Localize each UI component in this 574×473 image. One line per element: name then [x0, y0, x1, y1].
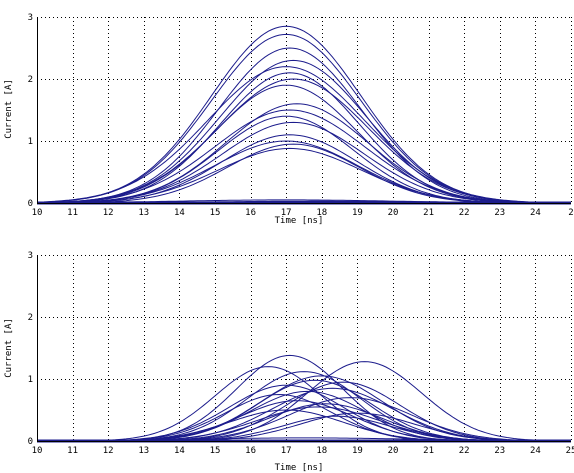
bottom-y-axis-label: Current [A] [4, 318, 14, 378]
bottom-y-tick-label: 3 [28, 251, 33, 261]
top-x-tick-label: 22 [459, 208, 470, 218]
top-x-tick-label: 21 [423, 208, 434, 218]
top-grid [37, 17, 572, 203]
top-trace-2 [36, 33, 571, 204]
bottom-x-tick-label: 12 [103, 446, 114, 456]
bottom-grid [37, 255, 572, 441]
bottom-x-tick-label: 22 [459, 446, 470, 456]
top-trace-10 [36, 109, 571, 204]
bottom-x-tick-label: 24 [530, 446, 541, 456]
top-traces [36, 25, 571, 205]
bottom-axes [37, 255, 571, 442]
bottom-x-tick-label: 13 [138, 446, 149, 456]
top-x-tick-label: 20 [388, 208, 399, 218]
top-y-tick-label: 1 [28, 137, 33, 147]
top-x-tick-label: 17 [281, 208, 292, 218]
bottom-x-tick-label: 15 [210, 446, 221, 456]
bottom-y-tick-label: 0 [28, 437, 33, 447]
bottom-x-tick-label: 17 [281, 446, 292, 456]
top-x-tick-label: 23 [494, 208, 505, 218]
bottom-x-tick-label: 25 [566, 446, 574, 456]
top-x-tick-label: 10 [32, 208, 43, 218]
bottom-x-tick-label: 10 [32, 446, 43, 456]
top-x-tick-label: 12 [103, 208, 114, 218]
top-x-tick-label: 16 [245, 208, 256, 218]
bottom-x-tick-label: 14 [174, 446, 185, 456]
top-x-tick-labels: 10 11 12 13 14 15 16 17 18 19 20 21 22 23 24 2 [32, 208, 574, 218]
top-x-tick-label: 11 [67, 208, 78, 218]
top-x-tick-label: 19 [352, 208, 363, 218]
bottom-trace-18 [37, 415, 571, 442]
bottom-trace-16 [37, 409, 571, 442]
bottom-y-tick-label: 1 [28, 375, 33, 385]
top-x-tick-label: 15 [210, 208, 221, 218]
bottom-traces [37, 354, 571, 443]
top-y-tick-label: 2 [28, 75, 33, 85]
bottom-x-tick-labels: 10 11 12 13 14 15 16 17 18 19 20 21 22 23 24 25 [32, 446, 574, 456]
top-x-tick-label: 13 [138, 208, 149, 218]
top-x-axis-label: Time [ns] [275, 216, 324, 226]
bottom-trace-15 [37, 406, 571, 442]
bottom-x-tick-label: 20 [388, 446, 399, 456]
bottom-x-tick-label: 11 [67, 446, 78, 456]
top-trace-15 [37, 143, 571, 204]
bottom-trace-6 [37, 379, 571, 442]
top-x-tick-label: 18 [316, 208, 327, 218]
bottom-trace-3 [37, 366, 571, 442]
bottom-trace-14 [37, 403, 571, 442]
top-y-axis-label: Current [A] [4, 79, 14, 139]
bottom-x-axis-label: Time [ns] [275, 463, 324, 473]
top-trace-7 [36, 78, 571, 204]
top-trace-5 [36, 66, 571, 204]
bottom-x-tick-label: 19 [352, 446, 363, 456]
top-axes [37, 17, 571, 204]
bottom-x-tick-label: 21 [423, 446, 434, 456]
bottom-y-tick-label: 2 [28, 313, 33, 323]
top-y-tick-label: 0 [28, 199, 33, 209]
top-trace-14 [36, 140, 571, 204]
bottom-trace-17 [37, 412, 571, 442]
top-trace-3 [37, 47, 571, 204]
top-trace-6 [37, 72, 571, 204]
top-trace-8 [37, 84, 571, 204]
bottom-x-tick-label: 23 [494, 446, 505, 456]
top-trace-9 [36, 103, 571, 204]
top-y-tick-labels: 0 1 2 3 [28, 13, 33, 209]
top-trace-12 [37, 121, 571, 204]
top-x-tick-label: 24 [530, 208, 541, 218]
top-trace-1 [36, 25, 571, 204]
bottom-x-tick-label: 16 [245, 446, 256, 456]
bottom-x-tick-label: 18 [316, 446, 327, 456]
top-x-tick-label: 2 [568, 208, 573, 218]
bottom-trace-1 [37, 354, 571, 442]
top-x-tick-label: 14 [174, 208, 185, 218]
top-y-tick-label: 3 [28, 13, 33, 23]
bottom-y-tick-labels: 0 1 2 3 [28, 251, 33, 447]
top-trace-4 [36, 59, 571, 204]
